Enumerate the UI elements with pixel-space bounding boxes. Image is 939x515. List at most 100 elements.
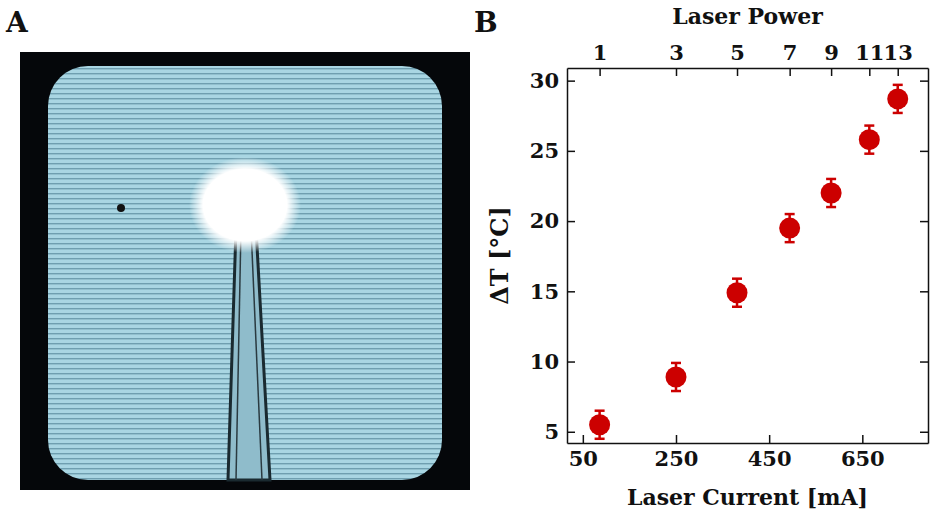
tick-mark <box>676 435 678 443</box>
panel-letter: A <box>5 6 29 39</box>
tick-label: 25 <box>530 138 559 163</box>
tick-label: 450 <box>748 446 792 471</box>
tick-mark <box>920 221 928 223</box>
tick-mark <box>567 361 575 363</box>
error-bar-cap <box>826 178 836 181</box>
tick: 11 <box>855 40 884 76</box>
error-bar-cap <box>826 206 836 209</box>
error-bar-cap <box>595 409 605 412</box>
tick-mark <box>599 68 601 76</box>
tick-mark <box>583 435 585 443</box>
x2-axis-title: Laser Power <box>672 3 823 29</box>
tick-mark <box>869 68 871 76</box>
tick-mark <box>831 68 833 76</box>
axis-line <box>928 69 930 444</box>
tick <box>920 151 928 152</box>
tick: 1 <box>593 40 608 76</box>
laser-spot <box>189 157 301 253</box>
data-point <box>665 366 686 387</box>
tick-label: 20 <box>530 208 559 233</box>
tick: 7 <box>783 40 798 76</box>
tick: 10 <box>530 349 575 374</box>
tick: 25 <box>530 138 575 163</box>
y-axis-title: ΔT [°C] <box>485 206 514 305</box>
tick-mark <box>920 432 928 434</box>
pipette-inner <box>236 228 241 480</box>
x-axis: 50 250 450 650 <box>568 435 929 471</box>
tick-mark <box>737 68 739 76</box>
error-bar-cap <box>595 438 605 441</box>
tick-mark <box>862 435 864 443</box>
data-point <box>859 129 880 150</box>
pipette <box>228 228 270 480</box>
axis-line <box>568 443 929 445</box>
tick-mark <box>920 361 928 363</box>
tick-mark <box>920 151 928 153</box>
panel-a-image <box>20 52 470 490</box>
tick: 650 <box>841 435 885 471</box>
tick <box>920 362 928 363</box>
tick-label: 9 <box>824 40 839 65</box>
y-axis-right <box>920 69 929 444</box>
tick: 5 <box>730 40 745 76</box>
tick: 15 <box>530 279 575 304</box>
tick: 9 <box>824 40 839 76</box>
screen <box>48 66 442 480</box>
tick: 450 <box>748 435 792 471</box>
tick-mark <box>769 435 771 443</box>
data-point <box>589 414 610 435</box>
tick: 3 <box>669 40 684 76</box>
error-bar-cap <box>732 277 742 280</box>
tick: 50 <box>569 435 598 471</box>
tick-label: 50 <box>569 446 598 471</box>
tick-label: 5 <box>730 40 745 65</box>
tick-label: 1 <box>593 40 608 65</box>
tick-mark <box>567 151 575 153</box>
data-point <box>779 218 800 239</box>
error-bar-cap <box>785 213 795 216</box>
axis-line <box>567 69 569 444</box>
error-bar-cap <box>732 306 742 309</box>
error-bar-cap <box>893 84 903 87</box>
error-bar-cap <box>864 152 874 155</box>
tick: 250 <box>655 435 699 471</box>
tick-mark <box>897 68 899 76</box>
tick: 30 <box>530 68 575 93</box>
tick-mark <box>567 432 575 434</box>
figure: AB5025045065013579111351015202530Laser C… <box>0 0 939 515</box>
tick <box>920 221 928 222</box>
tick-mark <box>676 68 678 76</box>
tick-mark <box>567 80 575 82</box>
tick-label: 11 <box>855 40 884 65</box>
error-bar-cap <box>893 112 903 115</box>
error-bar-cap <box>671 362 681 365</box>
tick-label: 250 <box>655 446 699 471</box>
data-point <box>821 183 842 204</box>
data-points <box>589 85 908 439</box>
tick-mark <box>567 221 575 223</box>
x2-axis: 135791113 <box>568 40 929 76</box>
tick-mark <box>567 291 575 293</box>
tick-label: 13 <box>884 40 913 65</box>
error-bar-cap <box>671 390 681 393</box>
tick <box>920 432 928 433</box>
pipette-inner <box>251 228 262 480</box>
tick-label: 10 <box>530 349 559 374</box>
x-axis-title: Laser Current [mA] <box>627 484 868 510</box>
error-bar-cap <box>785 241 795 244</box>
tick: 5 <box>544 419 575 444</box>
tick-mark <box>920 291 928 293</box>
tick-label: 30 <box>530 68 559 93</box>
tick-label: 3 <box>669 40 684 65</box>
axis-line <box>568 68 929 70</box>
tick: 20 <box>530 208 575 233</box>
data-point <box>727 282 748 303</box>
tick-mark <box>789 68 791 76</box>
data-point <box>887 88 908 109</box>
image-background <box>20 52 470 490</box>
tick: 13 <box>884 40 913 76</box>
tick-mark <box>920 80 928 82</box>
tick <box>920 81 928 82</box>
panel-letter: B <box>474 6 498 39</box>
tick-label: 650 <box>841 446 885 471</box>
